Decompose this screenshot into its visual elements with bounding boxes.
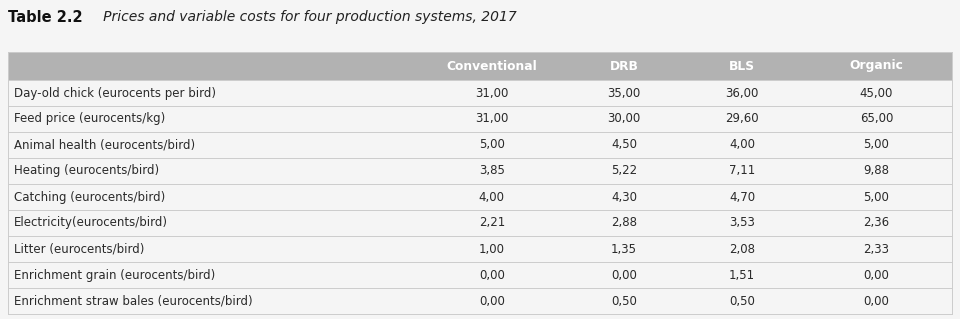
Text: 31,00: 31,00	[475, 113, 509, 125]
Text: 0,00: 0,00	[864, 269, 889, 281]
Text: 9,88: 9,88	[863, 165, 890, 177]
Text: Heating (eurocents/bird): Heating (eurocents/bird)	[14, 165, 159, 177]
Text: 29,60: 29,60	[725, 113, 758, 125]
Text: Electricity(eurocents/bird): Electricity(eurocents/bird)	[14, 217, 168, 229]
Text: Enrichment straw bales (eurocents/bird): Enrichment straw bales (eurocents/bird)	[14, 294, 252, 308]
Text: 2,21: 2,21	[479, 217, 505, 229]
Text: BLS: BLS	[729, 60, 755, 72]
Text: 5,00: 5,00	[864, 138, 889, 152]
Text: Litter (eurocents/bird): Litter (eurocents/bird)	[14, 242, 144, 256]
Text: 1,51: 1,51	[729, 269, 755, 281]
Text: DRB: DRB	[610, 60, 638, 72]
Text: 2,08: 2,08	[729, 242, 755, 256]
Text: 30,00: 30,00	[608, 113, 640, 125]
Text: Conventional: Conventional	[446, 60, 538, 72]
Text: 4,00: 4,00	[729, 138, 755, 152]
Text: 4,30: 4,30	[611, 190, 637, 204]
Text: Day-old chick (eurocents per bird): Day-old chick (eurocents per bird)	[14, 86, 216, 100]
Text: 5,22: 5,22	[611, 165, 637, 177]
Text: Catching (eurocents/bird): Catching (eurocents/bird)	[14, 190, 165, 204]
Text: 65,00: 65,00	[860, 113, 893, 125]
Text: 31,00: 31,00	[475, 86, 509, 100]
Text: 2,88: 2,88	[611, 217, 637, 229]
Text: 3,85: 3,85	[479, 165, 505, 177]
Text: Feed price (eurocents/kg): Feed price (eurocents/kg)	[14, 113, 165, 125]
Text: Table 2.2: Table 2.2	[8, 10, 83, 25]
Text: 7,11: 7,11	[729, 165, 756, 177]
Text: 45,00: 45,00	[860, 86, 893, 100]
Text: 4,00: 4,00	[479, 190, 505, 204]
Text: 36,00: 36,00	[725, 86, 758, 100]
Text: 0,00: 0,00	[479, 269, 505, 281]
Text: 5,00: 5,00	[479, 138, 505, 152]
Text: 2,36: 2,36	[863, 217, 890, 229]
Text: Enrichment grain (eurocents/bird): Enrichment grain (eurocents/bird)	[14, 269, 215, 281]
Text: 0,00: 0,00	[479, 294, 505, 308]
Text: 0,00: 0,00	[864, 294, 889, 308]
Text: 1,35: 1,35	[611, 242, 637, 256]
Text: 35,00: 35,00	[608, 86, 640, 100]
Text: 0,00: 0,00	[611, 269, 636, 281]
Text: 0,50: 0,50	[729, 294, 755, 308]
Text: 5,00: 5,00	[864, 190, 889, 204]
Text: 1,00: 1,00	[479, 242, 505, 256]
Text: Animal health (eurocents/bird): Animal health (eurocents/bird)	[14, 138, 195, 152]
Text: 4,50: 4,50	[611, 138, 637, 152]
Text: 4,70: 4,70	[729, 190, 755, 204]
Text: Prices and variable costs for four production systems, 2017: Prices and variable costs for four produ…	[89, 10, 516, 24]
Text: 2,33: 2,33	[863, 242, 890, 256]
Text: Organic: Organic	[850, 60, 903, 72]
Text: 0,50: 0,50	[611, 294, 636, 308]
Text: 3,53: 3,53	[729, 217, 755, 229]
